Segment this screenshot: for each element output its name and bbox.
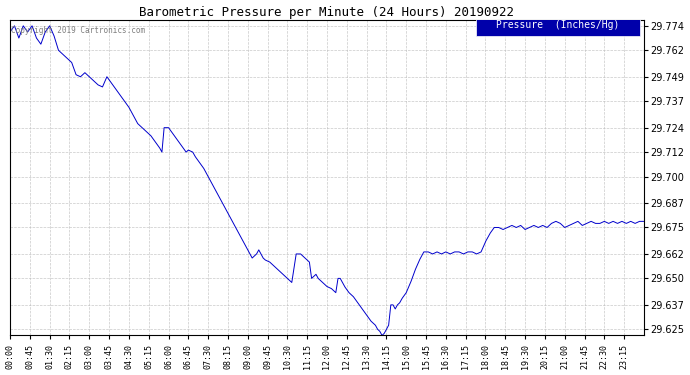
Bar (475, 15, 640, 36)
Text: Pressure  (Inches/Hg): Pressure (Inches/Hg) (496, 20, 620, 30)
Title: Barometric Pressure per Minute (24 Hours) 20190922: Barometric Pressure per Minute (24 Hours… (139, 6, 514, 18)
Text: Copyright 2019 Cartronics.com: Copyright 2019 Cartronics.com (10, 26, 145, 35)
